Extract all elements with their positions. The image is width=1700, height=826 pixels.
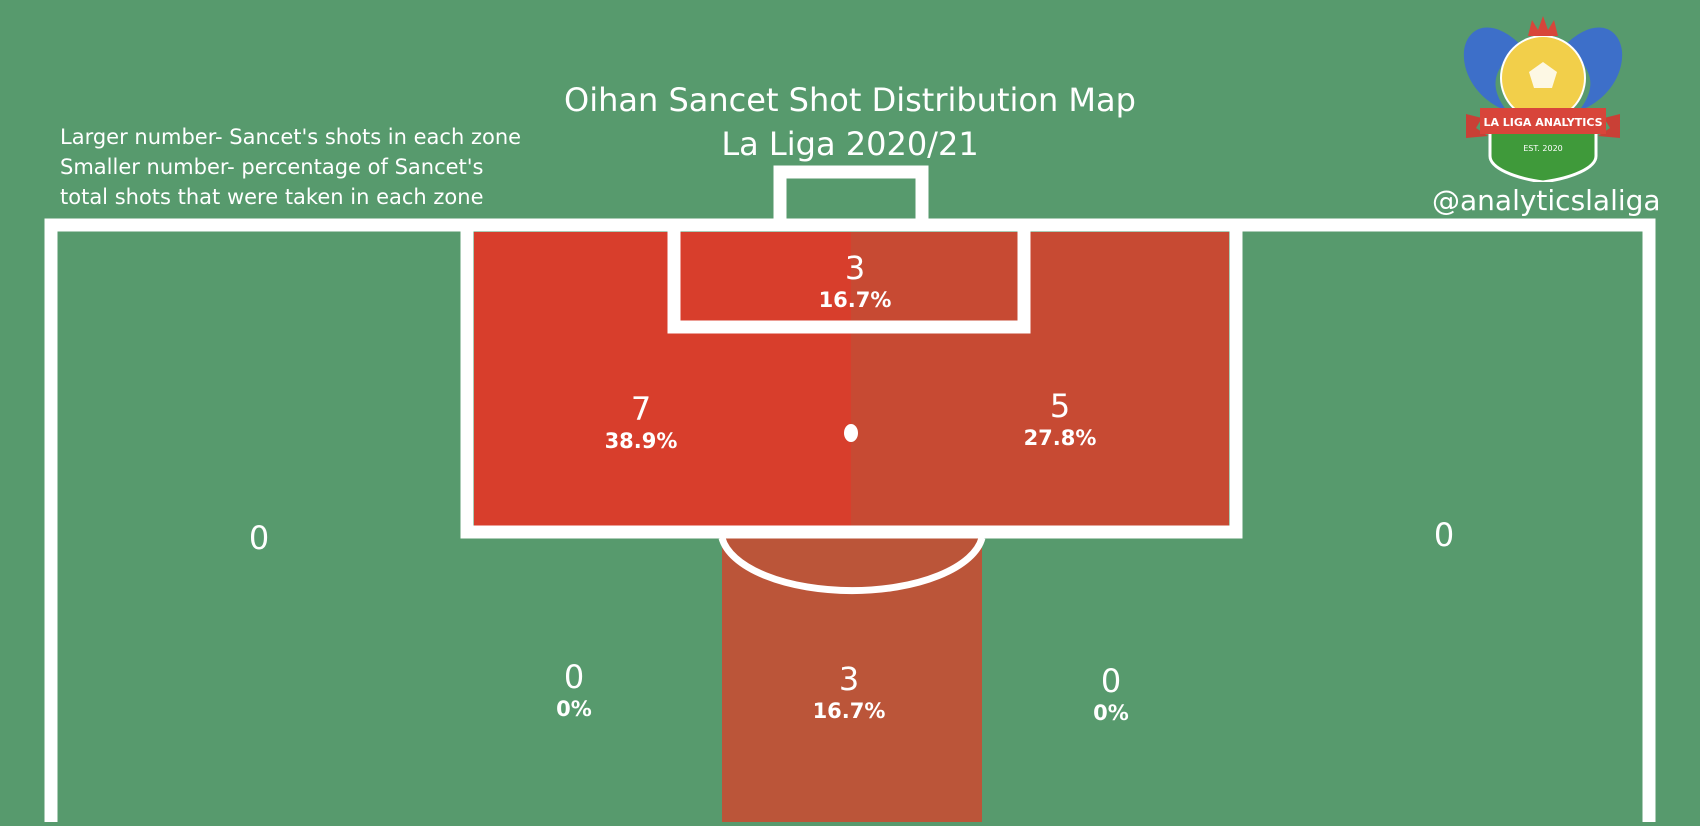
penalty-arc [718,537,986,595]
right-wing-icon [1564,27,1623,112]
zone-label-wide-left: 0 [249,519,269,557]
zone-count: 7 [630,390,652,428]
ribbon-right-end-icon [1598,114,1620,138]
zone-count: 0 [563,658,585,696]
zone-label-six-yard-box: 3 16.7% [819,249,892,313]
zone-percent: 16.7% [818,288,892,312]
zone-percent: 0% [556,697,592,721]
zone-label-box-right: 5 27.8% [1024,387,1097,451]
pitch-lines [44,165,1656,822]
zone-label-wide-right: 0 [1434,516,1454,554]
chart-subtitle: La Liga 2020/21 [721,125,979,163]
zone-count: 0 [248,519,270,557]
zone-count: 3 [838,660,860,698]
legend-note-line: Smaller number- percentage of Sancet's [60,155,484,179]
football-panel-icon [1529,62,1557,88]
logo-text: LA LIGA ANALYTICS [1483,116,1602,129]
legend-note-line: Larger number- Sancet's shots in each zo… [60,125,522,149]
zone-percent: 38.9% [604,429,678,453]
zone-count: 0 [1100,662,1122,700]
legend-note-line: total shots that were taken in each zone [60,185,484,209]
zone-label-outside-right: 0 0% [1093,662,1129,726]
zone-label-outside-center: 3 16.7% [813,660,886,724]
zone-percent: 0% [1093,701,1129,725]
zone-label-outside-left: 0 0% [556,658,592,722]
crown-icon [1528,16,1558,36]
shield-icon [1488,126,1598,182]
la-liga-analytics-logo: LA LIGA ANALYTICS EST. 2020 [1463,16,1623,182]
zone-count: 5 [1049,387,1071,425]
legend-note: Larger number- Sancet's shots in each zo… [60,122,521,212]
zone-label-box-left: 7 38.9% [605,390,678,454]
zone-fill-outside-center [722,535,982,822]
ribbon-band [1480,108,1606,134]
zone-count: 0 [1433,516,1455,554]
left-wing-icon [1463,27,1522,112]
zone-fill-box-right [851,232,1229,526]
penalty-spot [844,424,858,442]
zone-count: 3 [844,249,866,287]
logo-est-text: EST. 2020 [1523,144,1563,153]
zone-percent: 27.8% [1023,426,1097,450]
zone-fill-box-left [474,232,851,526]
six-yard-box-line [667,218,1031,334]
zone-percent: 16.7% [812,699,886,723]
goal-line-marking [773,165,929,225]
chart-title: Oihan Sancet Shot Distribution Map [564,81,1136,119]
social-handle: @analyticslaliga [1432,184,1661,217]
ribbon-left-end-icon [1466,114,1488,138]
